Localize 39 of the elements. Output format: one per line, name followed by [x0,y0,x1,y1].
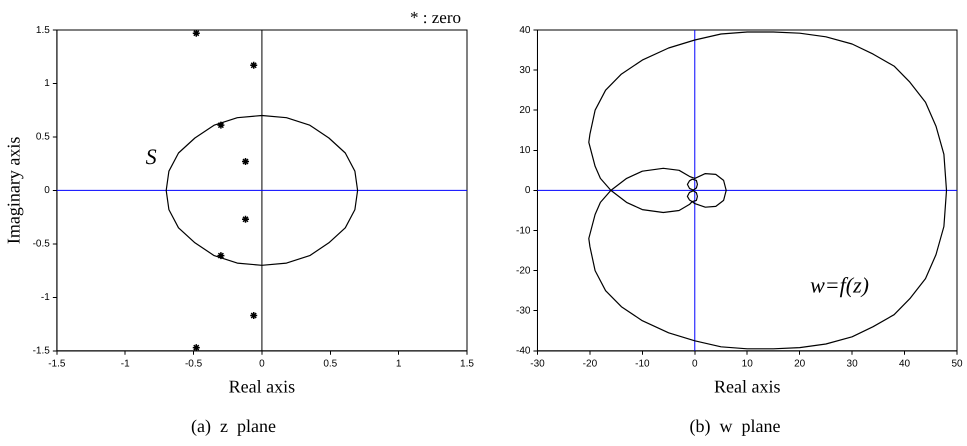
y-tick-label: 40 [519,24,531,36]
y-tick-label: 1.5 [36,24,50,36]
annotation: S [146,144,157,170]
x-tick-label: 40 [898,358,911,370]
x-tick-label: 50 [951,358,963,370]
y-axis-title: Imaginary axis [4,136,24,244]
x-tick-label: 0 [692,358,698,370]
y-tick-label: -10 [516,225,531,236]
y-tick-label: 10 [519,145,531,156]
text: (a) z plane [191,416,276,436]
y-tick-label: 0.5 [36,132,50,143]
y-tick-label: 30 [519,64,531,76]
x-tick-label: 20 [794,358,806,370]
x-tick-label: 1.5 [460,358,474,370]
x-tick-label: -1 [120,358,130,370]
x-tick-label: 0 [259,358,266,370]
y-tick-label: 20 [519,104,531,116]
y-tick-label: -20 [516,265,531,276]
x-tick-label: 0.5 [323,358,338,370]
x-tick-label: -0.5 [184,358,203,370]
y-tick-label: -1 [40,292,50,304]
x-tick-label: -30 [530,358,546,370]
x-tick-label: -20 [582,358,598,370]
text: (b) w plane [690,416,780,436]
y-tick-label: -30 [516,305,531,316]
y-tick-label: 0 [44,185,50,196]
x-axis-title: Real axis [228,376,296,396]
y-tick-label: 0 [524,185,531,196]
x-axis-title: Real axis [714,376,780,396]
x-tick-label: 30 [846,358,858,370]
text: * : zero [410,8,461,27]
y-tick-label: -1.5 [32,346,50,357]
y-tick-label: -0.5 [32,238,50,250]
x-tick-label: 10 [742,358,754,370]
x-tick-label: -10 [635,358,650,370]
annotation: w=f(z) [810,272,869,298]
y-tick-label: -40 [516,346,531,357]
x-tick-label: 1 [396,358,402,370]
y-tick-label: 1 [44,78,50,90]
